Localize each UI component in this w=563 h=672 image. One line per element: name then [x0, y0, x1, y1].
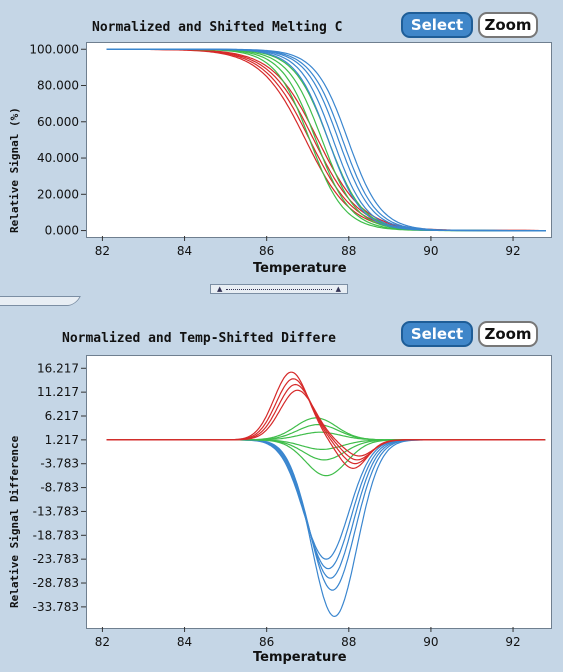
bottom-y-tick-label: 11.217	[37, 385, 79, 399]
top-blue-melt-curve	[106, 48, 546, 232]
top-x-tick-label: 86	[259, 244, 274, 258]
top-y-tick-label: 20.000	[37, 187, 79, 201]
bottom-y-tick-label: -13.783	[33, 504, 79, 518]
bottom-green-diff-curve	[106, 439, 546, 477]
bottom-x-tick-label: 86	[259, 635, 274, 649]
bottom-y-tick-label: -23.783	[33, 552, 79, 566]
bottom-green-diff-curve	[106, 439, 546, 450]
bottom-blue-diff-curve	[106, 439, 546, 618]
bottom-blue-diff-curve	[106, 439, 546, 579]
bottom-y-tick-label: -18.783	[33, 528, 79, 542]
bottom-y-tick-label: -28.783	[33, 576, 79, 590]
bottom-x-tick-label: 92	[505, 635, 520, 649]
top-y-tick-label: 100.000	[29, 42, 79, 56]
top-y-tick-label: 60.000	[37, 115, 79, 129]
bottom-x-tick-label: 82	[95, 635, 110, 649]
bottom-plot-area[interactable]	[86, 355, 552, 629]
top-x-tick-label: 82	[95, 244, 110, 258]
top-chart-title: Normalized and Shifted Melting C	[92, 20, 343, 35]
bottom-y-tick-label: -3.783	[40, 457, 79, 471]
bottom-select-button[interactable]: Select	[401, 321, 473, 347]
scroll-right-icon[interactable]: ▲	[335, 285, 341, 293]
bottom-green-diff-curve	[106, 439, 546, 461]
bottom-x-tick-label: 90	[423, 635, 438, 649]
bottom-blue-diff-curve	[106, 439, 546, 560]
bottom-x-axis-label: Temperature	[253, 650, 347, 665]
bottom-y-tick-label: 1.217	[45, 433, 79, 447]
bottom-x-tick-label: 84	[177, 635, 192, 649]
bottom-chart-title: Normalized and Temp-Shifted Differe	[62, 331, 336, 346]
top-x-tick-label: 88	[341, 244, 356, 258]
horizontal-scroller[interactable]: ▲ ▲	[210, 284, 348, 294]
top-melting-chart: 100.000 80.000 60.000 40.000 20.000 0.000 82 84…	[29, 42, 546, 258]
bottom-y-axis-label: Relative Signal Difference	[8, 435, 21, 608]
bottom-x-tick-label: 88	[341, 635, 356, 649]
bottom-y-tick-label: -33.783	[33, 600, 79, 614]
bottom-y-tick-label: 6.217	[45, 409, 79, 423]
bottom-y-tick-label: 16.217	[37, 361, 79, 375]
top-x-tick-label: 84	[177, 244, 192, 258]
top-plot-area[interactable]	[86, 42, 552, 238]
top-x-tick-label: 90	[423, 244, 438, 258]
top-x-axis-label: Temperature	[253, 261, 347, 276]
scroll-track[interactable]	[226, 288, 332, 290]
bottom-blue-diff-curve	[106, 439, 546, 570]
top-x-tick-label: 92	[505, 244, 520, 258]
top-y-tick-label: 80.000	[37, 79, 79, 93]
top-y-tick-label: 40.000	[37, 151, 79, 165]
bottom-red-diff-curve	[106, 378, 546, 465]
bottom-y-tick-label: -8.783	[40, 481, 79, 495]
bottom-red-diff-curve	[106, 383, 546, 461]
bottom-zoom-button[interactable]: Zoom	[478, 321, 538, 347]
top-zoom-button[interactable]: Zoom	[478, 12, 538, 38]
bottom-red-diff-curve	[106, 389, 546, 457]
top-select-button[interactable]: Select	[401, 12, 473, 38]
top-y-tick-label: 0.000	[45, 224, 79, 238]
scroll-left-icon[interactable]: ▲	[217, 285, 223, 293]
